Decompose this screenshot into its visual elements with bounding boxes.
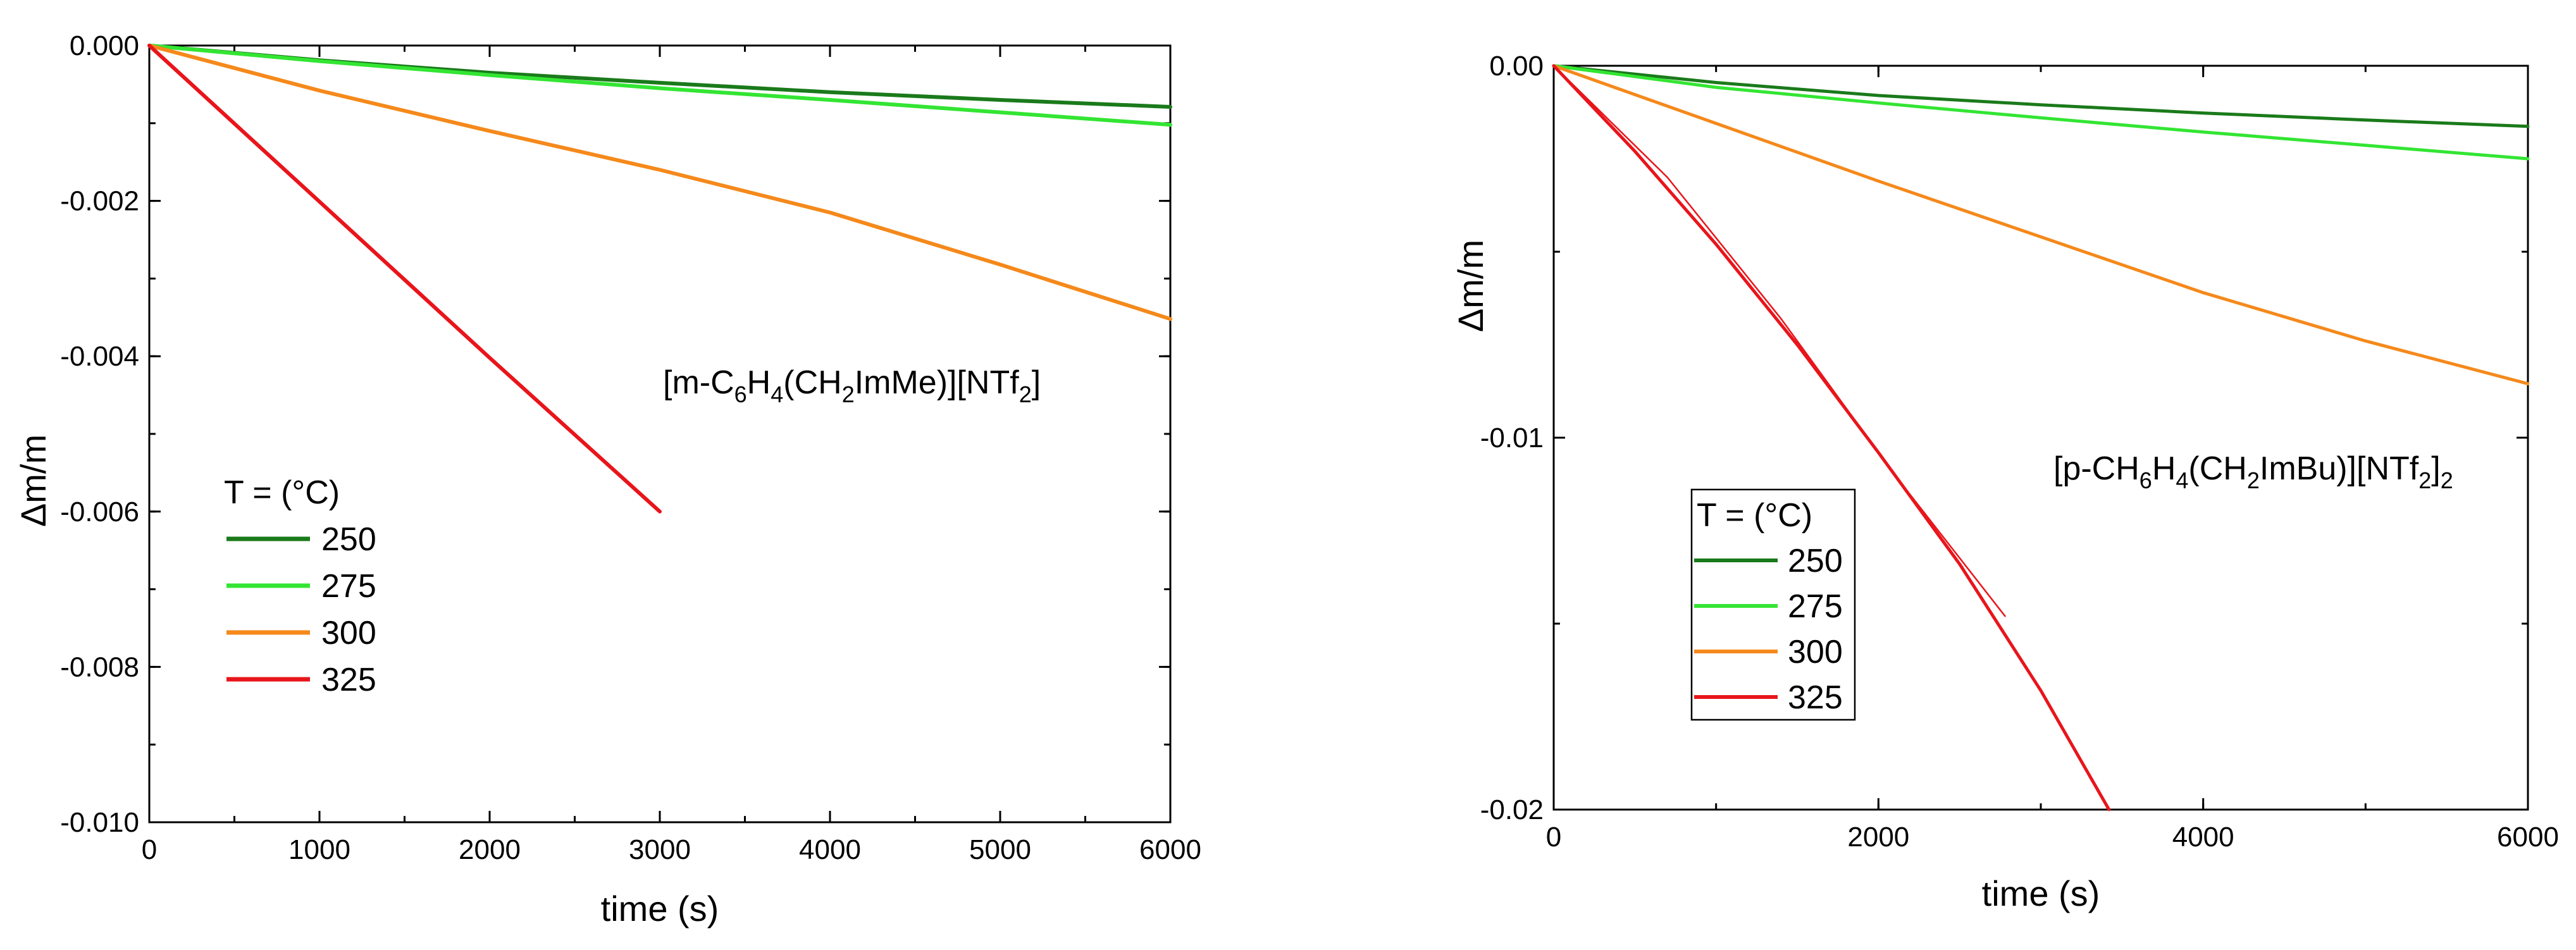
x-tick-label-right: 6000 bbox=[2497, 822, 2559, 853]
annotation-left-sub: 6 bbox=[734, 381, 747, 407]
y-axis-title-right: Δm/m bbox=[1451, 240, 1490, 332]
series-line-325-left bbox=[147, 44, 662, 514]
y-tick-label-right: 0.00 bbox=[1489, 51, 1544, 82]
annotation-right-sub: 2 bbox=[2441, 467, 2453, 493]
y-tick-label-left: -0.008 bbox=[60, 651, 139, 682]
annotation-right-sub: 4 bbox=[2176, 467, 2188, 493]
y-axis-title-left: Δm/m bbox=[13, 435, 53, 527]
legend-label-325-left: 325 bbox=[321, 662, 376, 698]
y-tick-label-left: 0.000 bbox=[70, 30, 139, 61]
x-tick-label-left: 1000 bbox=[288, 834, 350, 865]
annotation-right-sub: 2 bbox=[2247, 467, 2260, 493]
chart-left: 0 1000 2000 3000 4000 5000 6000 0.000 -0.002 -0.0… bbox=[13, 30, 1201, 928]
x-tick-label-right: 4000 bbox=[2172, 822, 2234, 853]
x-tick-label-right: 2000 bbox=[1847, 822, 1909, 853]
annotation-left-sub: 2 bbox=[842, 381, 855, 407]
annotation-right-sub: 2 bbox=[2418, 467, 2431, 493]
legend-label-325-right: 325 bbox=[1788, 679, 1843, 716]
series-line-275-left bbox=[147, 44, 1172, 127]
annotation-right-part: [p-CH bbox=[2053, 450, 2139, 487]
legend-title-left: T = (°C) bbox=[224, 474, 340, 511]
y-tick-label-left: -0.010 bbox=[60, 807, 139, 838]
y-tick-label-right: -0.01 bbox=[1480, 423, 1544, 453]
y-tick-label-right: -0.02 bbox=[1480, 794, 1544, 825]
legend-label-300-right: 300 bbox=[1788, 634, 1843, 670]
x-axis-title-left: time (s) bbox=[601, 889, 719, 928]
legend-title-right: T = (°C) bbox=[1697, 497, 1812, 534]
annotation-right-part: ImBu)][NTf bbox=[2260, 450, 2419, 487]
series-line-275-right bbox=[1552, 64, 2530, 161]
annotation-left-part: ] bbox=[1032, 364, 1041, 401]
legend-label-275-right: 275 bbox=[1788, 588, 1843, 625]
annotation-left-sub: 4 bbox=[771, 381, 783, 407]
series-line-300-right bbox=[1552, 64, 2530, 386]
legend-label-250-right: 250 bbox=[1788, 543, 1843, 579]
legend-right: T = (°C) 250 275 300 325 bbox=[1690, 488, 1856, 721]
annotation-left-part: ImMe)][NTf bbox=[855, 364, 1020, 401]
series-lines-right bbox=[1552, 64, 2530, 811]
y-tick-label-left: -0.002 bbox=[60, 186, 139, 217]
series-lines-left bbox=[147, 44, 1172, 514]
legend-label-275-left: 275 bbox=[321, 568, 376, 605]
annotation-left-sub: 2 bbox=[1019, 381, 1032, 407]
y-tick-label-left: -0.006 bbox=[60, 497, 139, 527]
legend-left: T = (°C) 250 275 300 325 bbox=[224, 474, 376, 698]
x-tick-label-right: 0 bbox=[1546, 822, 1561, 853]
x-axis-title-right: time (s) bbox=[1982, 873, 2100, 913]
annotation-left-part: [m-C bbox=[663, 364, 734, 401]
series-line-325-right bbox=[1552, 64, 2111, 811]
series-line-250-right bbox=[1552, 64, 2530, 128]
tick-labels-left: 0 1000 2000 3000 4000 5000 6000 0.000 -0.002 -0.0… bbox=[60, 30, 1201, 865]
x-tick-label-left: 4000 bbox=[799, 834, 861, 865]
annotation-left: [m-C6H4(CH2ImMe)][NTf2] bbox=[663, 364, 1041, 407]
tick-marks-left bbox=[148, 44, 1172, 824]
annotation-left-part: H bbox=[747, 364, 771, 401]
x-tick-label-left: 0 bbox=[142, 834, 157, 865]
annotation-right-part: ] bbox=[2431, 450, 2440, 487]
annotation-right-part: H bbox=[2152, 450, 2176, 487]
y-tick-label-left: -0.004 bbox=[60, 341, 139, 372]
legend-label-300-left: 300 bbox=[321, 615, 376, 651]
legend-label-250-left: 250 bbox=[321, 521, 376, 558]
series-line-325-fit-right bbox=[1552, 65, 2006, 617]
series-line-300-left bbox=[147, 44, 1172, 321]
x-tick-label-left: 3000 bbox=[629, 834, 691, 865]
annotation-right-sub: 6 bbox=[2139, 467, 2152, 493]
chart-right: 0 2000 4000 6000 0.00 -0.01 -0.02 time (s) Δm/… bbox=[1451, 51, 2559, 913]
annotation-right-part: (CH bbox=[2188, 450, 2246, 487]
x-tick-label-left: 2000 bbox=[459, 834, 521, 865]
annotation-left-part: (CH bbox=[783, 364, 841, 401]
x-tick-label-left: 5000 bbox=[969, 834, 1031, 865]
tick-labels-right: 0 2000 4000 6000 0.00 -0.01 -0.02 bbox=[1480, 51, 2559, 853]
annotation-right: [p-CH6H4(CH2ImBu)][NTf2]2 bbox=[2053, 450, 2453, 493]
x-tick-label-left: 6000 bbox=[1139, 834, 1201, 865]
